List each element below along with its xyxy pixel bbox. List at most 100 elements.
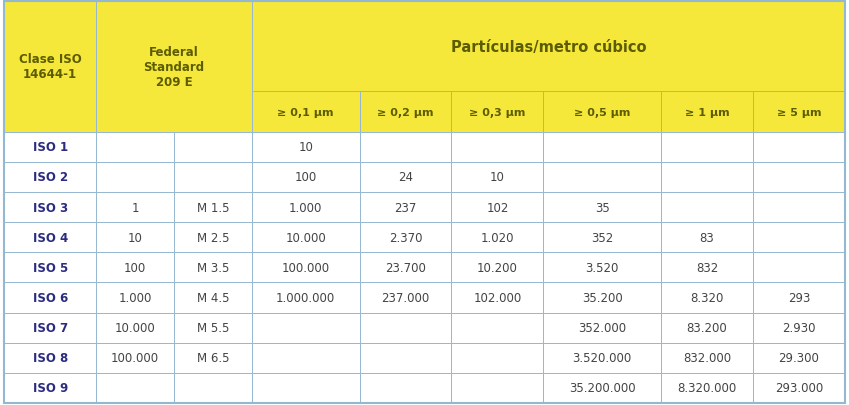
Bar (452, 283, 543, 313)
Text: ISO 2: ISO 2 (32, 171, 68, 184)
Text: 352.000: 352.000 (578, 321, 627, 334)
Bar (543, 222, 661, 253)
Bar (252, 162, 360, 192)
Bar (252, 222, 360, 253)
Text: 1.020: 1.020 (481, 231, 514, 244)
Text: 1.000: 1.000 (289, 201, 323, 214)
Bar (360, 343, 452, 373)
Bar (174, 343, 252, 373)
Bar (4, 192, 96, 222)
Bar (96, 2, 252, 132)
Text: 83.200: 83.200 (687, 321, 728, 334)
Text: 10: 10 (298, 141, 313, 154)
Text: ≥ 5 μm: ≥ 5 μm (777, 107, 821, 117)
Bar (661, 162, 753, 192)
Bar (753, 132, 845, 162)
Bar (543, 283, 661, 313)
Bar (753, 343, 845, 373)
Bar (360, 283, 452, 313)
Text: 10.000: 10.000 (115, 321, 155, 334)
Text: M 6.5: M 6.5 (197, 352, 229, 365)
Text: ≥ 0,2 μm: ≥ 0,2 μm (377, 107, 434, 117)
Bar (252, 313, 360, 343)
Bar (174, 313, 252, 343)
Bar (96, 343, 174, 373)
Text: 293.000: 293.000 (774, 382, 823, 394)
Text: 1.000: 1.000 (118, 291, 152, 304)
Text: M 4.5: M 4.5 (197, 291, 229, 304)
Text: 35.200: 35.200 (582, 291, 622, 304)
Text: 100.000: 100.000 (282, 261, 329, 274)
Text: ≥ 0,5 μm: ≥ 0,5 μm (574, 107, 630, 117)
Bar (452, 373, 543, 403)
Bar (543, 132, 661, 162)
Bar (252, 343, 360, 373)
Bar (4, 222, 96, 253)
Text: 23.700: 23.700 (385, 261, 426, 274)
Bar (661, 222, 753, 253)
Text: 832: 832 (696, 261, 718, 274)
Text: M 3.5: M 3.5 (197, 261, 229, 274)
Text: 293: 293 (788, 291, 810, 304)
Bar (360, 132, 452, 162)
Text: ISO 5: ISO 5 (32, 261, 68, 274)
Bar (661, 132, 753, 162)
Text: M 5.5: M 5.5 (197, 321, 229, 334)
Bar (252, 192, 360, 222)
Bar (661, 253, 753, 283)
Bar (96, 162, 174, 192)
Bar (96, 283, 174, 313)
Text: M 1.5: M 1.5 (197, 201, 229, 214)
Bar (174, 283, 252, 313)
Bar (96, 132, 174, 162)
Bar (753, 283, 845, 313)
Bar (753, 222, 845, 253)
Text: 237.000: 237.000 (381, 291, 430, 304)
Text: Partículas/metro cúbico: Partículas/metro cúbico (451, 40, 646, 55)
Bar (452, 253, 543, 283)
Text: 8.320: 8.320 (690, 291, 723, 304)
Bar (661, 192, 753, 222)
Bar (753, 253, 845, 283)
Bar (252, 132, 360, 162)
Text: 3.520.000: 3.520.000 (572, 352, 632, 365)
Text: ISO 1: ISO 1 (32, 141, 68, 154)
Bar (452, 222, 543, 253)
Bar (252, 283, 360, 313)
Bar (4, 132, 96, 162)
Text: 102.000: 102.000 (473, 291, 521, 304)
Bar (96, 192, 174, 222)
Bar (661, 343, 753, 373)
Text: M 2.5: M 2.5 (197, 231, 229, 244)
Bar (252, 253, 360, 283)
Bar (543, 343, 661, 373)
Text: 10.000: 10.000 (285, 231, 326, 244)
Bar (452, 192, 543, 222)
Text: 2.370: 2.370 (389, 231, 422, 244)
Text: ≥ 1 μm: ≥ 1 μm (684, 107, 729, 117)
Text: ≥ 0,3 μm: ≥ 0,3 μm (469, 107, 526, 117)
Text: ISO 7: ISO 7 (32, 321, 68, 334)
Text: Federal
Standard
209 E: Federal Standard 209 E (143, 46, 205, 89)
Bar (452, 132, 543, 162)
Bar (360, 162, 452, 192)
Bar (753, 192, 845, 222)
Bar (96, 313, 174, 343)
Text: ISO 9: ISO 9 (32, 382, 68, 394)
Bar (252, 373, 360, 403)
Bar (174, 162, 252, 192)
Text: 352: 352 (591, 231, 613, 244)
Bar (753, 92, 845, 132)
Text: 10: 10 (127, 231, 143, 244)
Bar (452, 162, 543, 192)
Bar (543, 192, 661, 222)
Text: 100: 100 (124, 261, 146, 274)
Text: 2.930: 2.930 (782, 321, 816, 334)
Bar (252, 92, 360, 132)
Bar (753, 162, 845, 192)
Bar (96, 373, 174, 403)
Text: ISO 3: ISO 3 (32, 201, 68, 214)
Text: 3.520: 3.520 (586, 261, 619, 274)
Bar (543, 373, 661, 403)
Bar (252, 2, 845, 92)
